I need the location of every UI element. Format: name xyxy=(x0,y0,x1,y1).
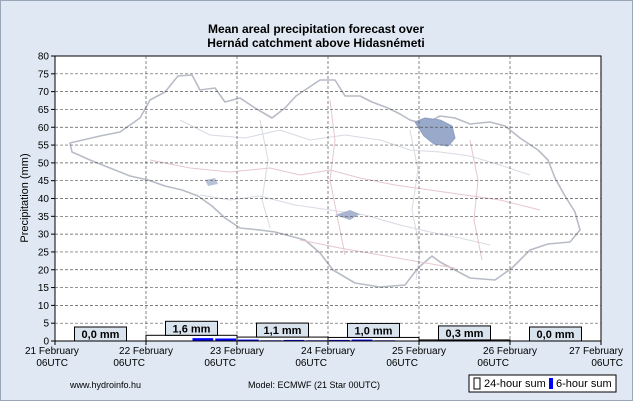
y-tick-label: 50 xyxy=(38,158,50,169)
x-tick-date-label: 23 February xyxy=(210,346,264,357)
y-tick-label: 10 xyxy=(38,301,50,312)
legend-swatch-24h xyxy=(473,377,481,390)
x-tick-date-label: 25 February xyxy=(392,346,446,357)
six-hour-bar xyxy=(192,338,214,341)
daily-sum-label-box xyxy=(256,322,309,338)
x-tick-time-label: 06UTC xyxy=(113,358,145,369)
x-tick-time-label: 06UTC xyxy=(295,358,327,369)
daily-sum-label-box xyxy=(74,326,127,342)
legend-swatch-6h xyxy=(549,378,553,389)
daily-sum-label-box xyxy=(347,322,400,338)
y-tick-label: 80 xyxy=(38,52,50,63)
x-tick-time-label: 06UTC xyxy=(386,358,418,369)
legend: 24-hour sum 6-hour sum xyxy=(468,374,617,393)
y-tick-label: 65 xyxy=(38,105,50,116)
y-tick-label: 25 xyxy=(38,247,50,258)
x-tick-time-label: 06UTC xyxy=(591,358,623,369)
chart-subtitle: Hernád catchment above Hidasnémeti xyxy=(207,36,424,50)
y-tick-label: 40 xyxy=(38,194,50,205)
x-tick-date-label: 22 February xyxy=(119,346,173,357)
six-hour-bar xyxy=(351,339,373,341)
legend-label-24h: 24-hour sum xyxy=(484,378,546,390)
grid-lines xyxy=(55,56,601,341)
y-tick-label: 45 xyxy=(38,176,50,187)
daily-sum-label: 0,0 mm xyxy=(537,329,575,341)
six-hour-bar xyxy=(283,339,305,341)
y-axis-ticks: 0 5 10 15 20 25 30 35 40 45 50 55 60 65 70 75 80 xyxy=(38,52,55,348)
daily-sum-label-box xyxy=(165,320,218,336)
model-text: Model: ECMWF (21 Star 00UTC) xyxy=(248,380,380,390)
y-tick-label: 70 xyxy=(38,87,50,98)
daily-sum-label: 1,1 mm xyxy=(264,325,302,337)
y-tick-label: 55 xyxy=(38,141,50,152)
y-tick-label: 15 xyxy=(38,283,50,294)
daily-sum-label-box xyxy=(529,326,582,342)
legend-box xyxy=(468,374,617,393)
y-tick-label: 75 xyxy=(38,69,50,80)
six-hour-bar xyxy=(238,339,259,341)
six-hour-bar xyxy=(329,339,350,341)
x-tick-time-label: 06UTC xyxy=(204,358,236,369)
x-tick-date-label: 24 February xyxy=(301,346,355,357)
legend-label-6h: 6-hour sum xyxy=(556,378,612,390)
x-tick-time-label: 06UTC xyxy=(477,358,509,369)
y-tick-label: 5 xyxy=(43,319,49,330)
chart-title: Mean areal precipitation forecast over xyxy=(208,22,424,36)
daily-sum-label: 0,3 mm xyxy=(446,328,484,340)
daily-sum-label: 1,6 mm xyxy=(173,323,211,335)
y-tick-label: 0 xyxy=(43,337,49,348)
six-hour-bar xyxy=(215,338,236,341)
x-tick-time-label: 06UTC xyxy=(36,358,68,369)
daily-sum-label-box xyxy=(438,325,491,341)
y-axis-label: Precipitation (mm) xyxy=(19,153,31,242)
y-tick-label: 30 xyxy=(38,230,50,241)
y-tick-label: 35 xyxy=(38,212,50,223)
website-text: www.hydroinfo.hu xyxy=(69,380,141,390)
catchment-map xyxy=(69,74,581,288)
x-tick-date-label: 26 February xyxy=(483,346,537,357)
daily-sum-label: 0,0 mm xyxy=(82,329,120,341)
daily-sum-label: 1,0 mm xyxy=(355,325,393,337)
x-tick-date-label: 27 February xyxy=(569,346,623,357)
daily-sum-labels: 0,0 mm 1,6 mm 1,1 mm 1,0 mm 0,3 mm 0,0 mm xyxy=(74,320,582,342)
y-tick-label: 20 xyxy=(38,265,50,276)
x-tick-date-label: 21 February xyxy=(25,346,79,357)
y-tick-label: 60 xyxy=(38,123,50,134)
